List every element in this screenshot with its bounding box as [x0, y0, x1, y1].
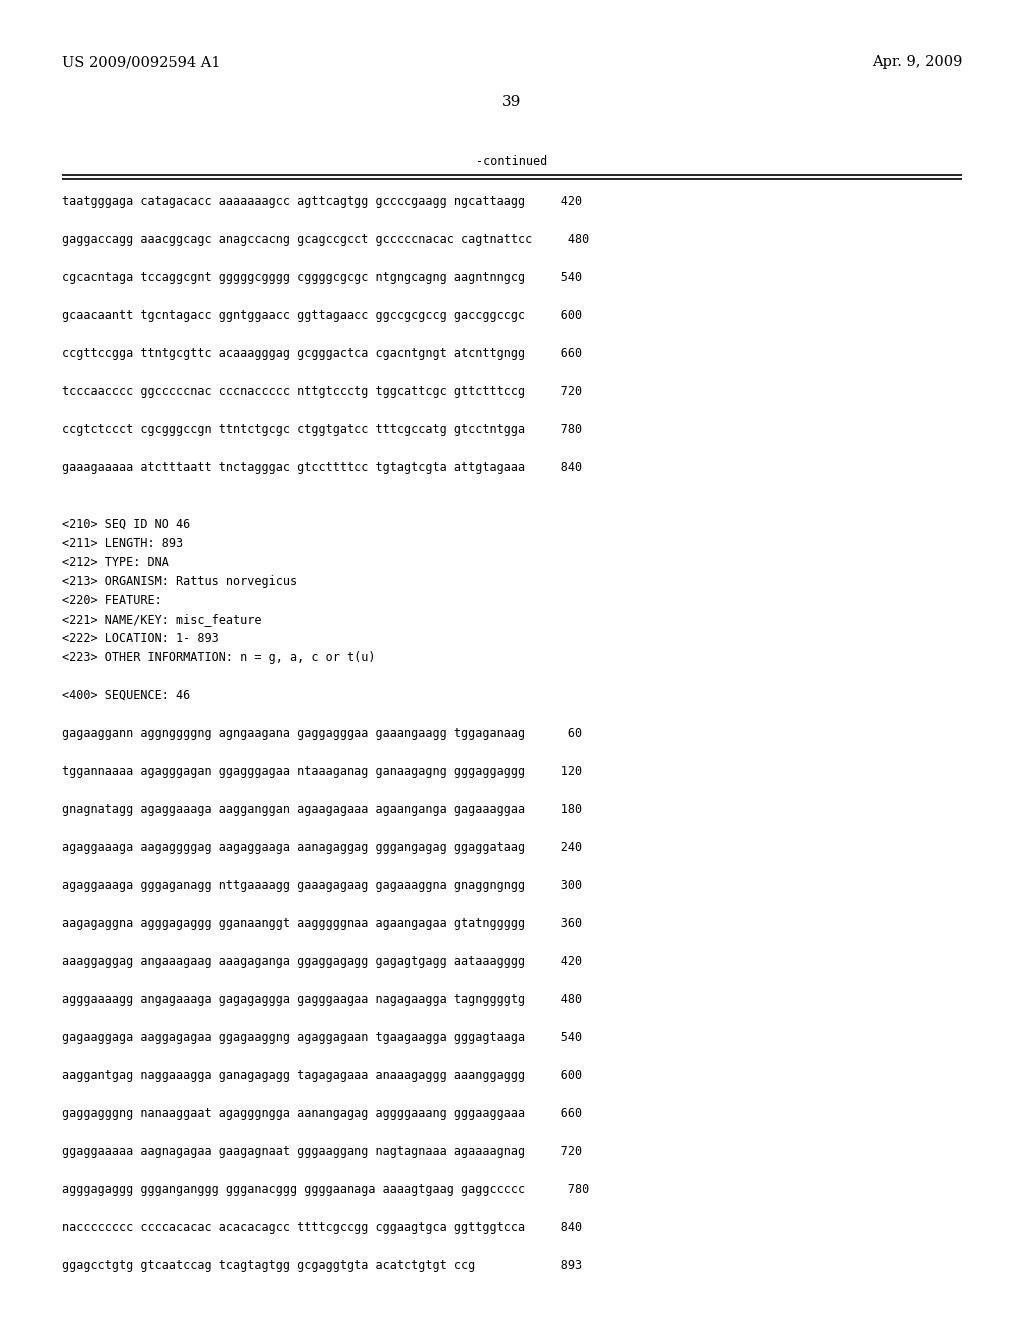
Text: <400> SEQUENCE: 46: <400> SEQUENCE: 46 — [62, 689, 190, 702]
Text: gnagnatagg agaggaaaga aagganggan agaagagaaa agaanganga gagaaaggaa     180: gnagnatagg agaggaaaga aagganggan agaagag… — [62, 803, 582, 816]
Text: US 2009/0092594 A1: US 2009/0092594 A1 — [62, 55, 220, 69]
Text: cgcacntaga tccaggcgnt gggggcgggg cggggcgcgc ntgngcagng aagntnngcg     540: cgcacntaga tccaggcgnt gggggcgggg cggggcg… — [62, 271, 582, 284]
Text: <212> TYPE: DNA: <212> TYPE: DNA — [62, 556, 169, 569]
Text: tcccaacccc ggcccccnac cccnaccccc nttgtccctg tggcattcgc gttctttccg     720: tcccaacccc ggcccccnac cccnaccccc nttgtcc… — [62, 385, 582, 399]
Text: ccgtctccct cgcgggccgn ttntctgcgc ctggtgatcc tttcgccatg gtcctntgga     780: ccgtctccct cgcgggccgn ttntctgcgc ctggtga… — [62, 422, 582, 436]
Text: agaggaaaga aagaggggag aagaggaaga aanagaggag gggangagag ggaggataag     240: agaggaaaga aagaggggag aagaggaaga aanagag… — [62, 841, 582, 854]
Text: nacccccccc ccccacacac acacacagcc ttttcgccgg cggaagtgca ggttggtcca     840: nacccccccc ccccacacac acacacagcc ttttcgc… — [62, 1221, 582, 1234]
Text: tggannaaaa agagggagan ggagggagaa ntaaaganag ganaagagng gggaggaggg     120: tggannaaaa agagggagan ggagggagaa ntaaaga… — [62, 766, 582, 777]
Text: gaggagggng nanaaggaat agagggngga aanangagag aggggaaang gggaaggaaa     660: gaggagggng nanaaggaat agagggngga aananga… — [62, 1107, 582, 1119]
Text: aaaggaggag angaaagaag aaagaganga ggaggagagg gagagtgagg aataaagggg     420: aaaggaggag angaaagaag aaagaganga ggaggag… — [62, 954, 582, 968]
Text: gaggaccagg aaacggcagc anagccacng gcagccgcct gcccccnacac cagtnattcc     480: gaggaccagg aaacggcagc anagccacng gcagccg… — [62, 234, 589, 246]
Text: ccgttccgga ttntgcgttc acaaagggag gcgggactca cgacntgngt atcnttgngg     660: ccgttccgga ttntgcgttc acaaagggag gcgggac… — [62, 347, 582, 360]
Text: ggagcctgtg gtcaatccag tcagtagtgg gcgaggtgta acatctgtgt ccg            893: ggagcctgtg gtcaatccag tcagtagtgg gcgaggt… — [62, 1259, 582, 1272]
Text: <222> LOCATION: 1- 893: <222> LOCATION: 1- 893 — [62, 632, 219, 645]
Text: <221> NAME/KEY: misc_feature: <221> NAME/KEY: misc_feature — [62, 612, 261, 626]
Text: agggagaggg ggganganggg ggganacggg ggggaanaga aaaagtgaag gaggccccc      780: agggagaggg ggganganggg ggganacggg ggggaa… — [62, 1183, 589, 1196]
Text: gcaacaantt tgcntagacc ggntggaacc ggttagaacc ggccgcgccg gaccggccgc     600: gcaacaantt tgcntagacc ggntggaacc ggttaga… — [62, 309, 582, 322]
Text: <213> ORGANISM: Rattus norvegicus: <213> ORGANISM: Rattus norvegicus — [62, 576, 297, 587]
Text: gagaaggaga aaggagagaa ggagaaggng agaggagaan tgaagaagga gggagtaaga     540: gagaaggaga aaggagagaa ggagaaggng agaggag… — [62, 1031, 582, 1044]
Text: gagaaggann aggnggggng agngaagana gaggagggaa gaaangaagg tggaganaag      60: gagaaggann aggnggggng agngaagana gaggagg… — [62, 727, 582, 741]
Text: aagagaggna agggagaggg gganaanggt aagggggnaa agaangagaa gtatnggggg     360: aagagaggna agggagaggg gganaanggt aaggggg… — [62, 917, 582, 931]
Text: agggaaaagg angagaaaga gagagaggga gagggaagaa nagagaagga tagnggggtg     480: agggaaaagg angagaaaga gagagaggga gagggaa… — [62, 993, 582, 1006]
Text: 39: 39 — [503, 95, 521, 110]
Text: <223> OTHER INFORMATION: n = g, a, c or t(u): <223> OTHER INFORMATION: n = g, a, c or … — [62, 651, 376, 664]
Text: gaaagaaaaa atctttaatt tnctagggac gtccttttcc tgtagtcgta attgtagaaa     840: gaaagaaaaa atctttaatt tnctagggac gtccttt… — [62, 461, 582, 474]
Text: taatgggaga catagacacc aaaaaaagcc agttcagtgg gccccgaagg ngcattaagg     420: taatgggaga catagacacc aaaaaaagcc agttcag… — [62, 195, 582, 209]
Text: Apr. 9, 2009: Apr. 9, 2009 — [871, 55, 962, 69]
Text: aaggantgag naggaaagga ganagagagg tagagagaaa anaaagaggg aaanggaggg     600: aaggantgag naggaaagga ganagagagg tagagag… — [62, 1069, 582, 1082]
Text: -continued: -continued — [476, 154, 548, 168]
Text: <220> FEATURE:: <220> FEATURE: — [62, 594, 162, 607]
Text: agaggaaaga gggaganagg nttgaaaagg gaaagagaag gagaaaggna gnaggngngg     300: agaggaaaga gggaganagg nttgaaaagg gaaagag… — [62, 879, 582, 892]
Text: ggaggaaaaa aagnagagaa gaagagnaat gggaaggang nagtagnaaa agaaaagnag     720: ggaggaaaaa aagnagagaa gaagagnaat gggaagg… — [62, 1144, 582, 1158]
Text: <211> LENGTH: 893: <211> LENGTH: 893 — [62, 537, 183, 550]
Text: <210> SEQ ID NO 46: <210> SEQ ID NO 46 — [62, 517, 190, 531]
